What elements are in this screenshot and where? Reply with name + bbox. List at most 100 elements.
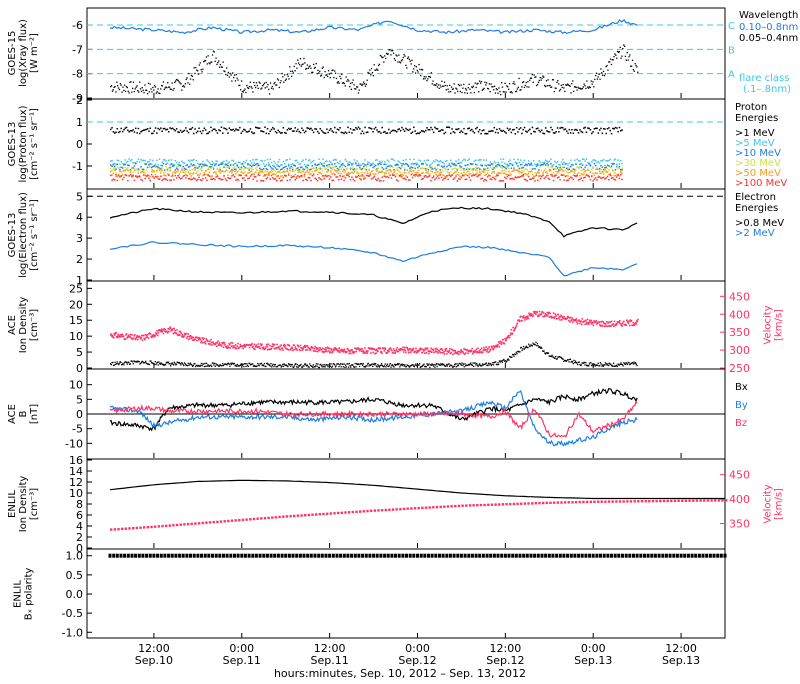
proton-dot-2 xyxy=(372,167,374,169)
proton-dot-3 xyxy=(595,169,597,171)
xray-short-dot xyxy=(304,62,305,63)
xray-short-dot xyxy=(556,82,557,83)
xray-short-dot xyxy=(371,68,372,69)
enlil-velocity-dot xyxy=(666,500,668,502)
xray-short-dot xyxy=(297,60,298,61)
proton-dot-4 xyxy=(273,173,275,175)
proton-dot-3 xyxy=(387,171,389,173)
ace-velocity-dot xyxy=(269,345,271,347)
proton-dot-0 xyxy=(446,127,448,129)
proton-dot-1 xyxy=(490,161,492,163)
proton-dot-4 xyxy=(459,176,461,178)
xray-short-dot xyxy=(149,91,150,92)
proton-dot-3 xyxy=(118,167,120,169)
proton-dot-1 xyxy=(260,160,262,162)
proton-dot-0 xyxy=(296,131,298,133)
proton-dot-5 xyxy=(304,174,306,176)
ace-density-dot xyxy=(317,366,318,367)
enlil-velocity-dot xyxy=(209,521,211,523)
proton-dot-2 xyxy=(355,163,357,165)
xray-short-dot xyxy=(264,83,265,84)
ace-velocity-dot xyxy=(444,353,446,355)
enlil-polarity-ytick-label: -1.0 xyxy=(62,626,83,639)
proton-dot-1 xyxy=(399,161,401,163)
proton-dot-0 xyxy=(169,127,171,129)
proton-dot-0 xyxy=(399,128,401,130)
ace-density-dot xyxy=(213,363,214,364)
ace-velocity-dot xyxy=(422,352,424,354)
proton-dot-1 xyxy=(515,162,517,164)
proton-dot-1 xyxy=(144,160,146,162)
enlil-polarity-dot xyxy=(346,554,349,558)
ace-density-dot xyxy=(577,364,578,365)
proton-dot-1 xyxy=(215,160,217,162)
xray-short-dot xyxy=(287,74,288,75)
proton-dot-3 xyxy=(405,172,407,174)
proton-dot-5 xyxy=(259,175,261,177)
proton-dot-0 xyxy=(487,133,489,135)
electron-series-0 xyxy=(110,207,637,237)
ace-density-dot xyxy=(340,363,341,364)
proton-dot-0 xyxy=(524,127,526,129)
ace-velocity-dot xyxy=(210,339,212,341)
proton-dot-1 xyxy=(430,164,432,166)
xray-short-dot xyxy=(480,83,481,84)
ace-velocity-dot xyxy=(350,353,352,355)
proton-dot-4 xyxy=(532,174,534,176)
proton-dot-0 xyxy=(455,129,457,131)
xray-short-dot xyxy=(321,75,322,76)
proton-dot-0 xyxy=(289,129,291,131)
proton-dot-4 xyxy=(524,173,526,175)
proton-dot-3 xyxy=(474,168,476,170)
proton-dot-1 xyxy=(500,158,502,160)
proton-dot-3 xyxy=(432,166,434,168)
proton-dot-3 xyxy=(596,167,598,169)
ace-velocity-dot xyxy=(477,348,479,350)
proton-dot-2 xyxy=(467,164,469,166)
ace-velocity-dot xyxy=(588,323,590,325)
ace-velocity-dot xyxy=(381,352,383,354)
xray-short-dot xyxy=(366,84,367,85)
proton-dot-5 xyxy=(519,176,521,178)
proton-dot-3 xyxy=(546,171,548,173)
xray-short-dot xyxy=(613,59,614,60)
proton-dot-0 xyxy=(384,131,386,133)
proton-dot-4 xyxy=(479,172,481,174)
ace-velocity-ytick-right-label: 450 xyxy=(729,290,750,303)
ace-density-dot xyxy=(607,363,608,364)
ace-mag-series-0 xyxy=(110,389,637,430)
proton-dot-4 xyxy=(494,171,496,173)
enlil-velocity-dot xyxy=(604,501,606,503)
enlil-velocity-dot xyxy=(685,500,687,502)
ace-density-dot xyxy=(458,365,459,366)
ace-velocity-dot xyxy=(131,334,133,336)
xray-short-dot xyxy=(352,82,353,83)
proton-dot-2 xyxy=(128,165,130,167)
proton-dot-0 xyxy=(613,128,615,130)
proton-dot-0 xyxy=(333,131,335,133)
enlil-velocity-dot xyxy=(626,500,628,502)
proton-dot-3 xyxy=(200,168,202,170)
proton-dot-3 xyxy=(366,166,368,168)
xray-short-dot xyxy=(500,94,501,95)
proton-dot-5 xyxy=(491,179,493,181)
proton-dot-4 xyxy=(602,171,604,173)
proton-dot-0 xyxy=(441,129,443,131)
proton-dot-2 xyxy=(532,168,534,170)
proton-dot-4 xyxy=(616,174,618,176)
proton-dot-4 xyxy=(384,173,386,175)
xray-short-dot xyxy=(590,87,591,88)
enlil-polarity-dot xyxy=(317,554,320,558)
proton-dot-3 xyxy=(594,172,596,174)
proton-dot-2 xyxy=(341,164,343,166)
ace-velocity-dot xyxy=(568,320,570,322)
proton-dot-0 xyxy=(387,132,389,134)
proton-dot-1 xyxy=(364,159,366,161)
proton-dot-5 xyxy=(118,175,120,177)
xray-short-dot xyxy=(172,82,173,83)
proton-dot-4 xyxy=(364,172,366,174)
ace-velocity-dot xyxy=(198,339,200,341)
proton-dot-2 xyxy=(123,164,125,166)
proton-dot-3 xyxy=(291,167,293,169)
proton-dot-5 xyxy=(413,175,415,177)
